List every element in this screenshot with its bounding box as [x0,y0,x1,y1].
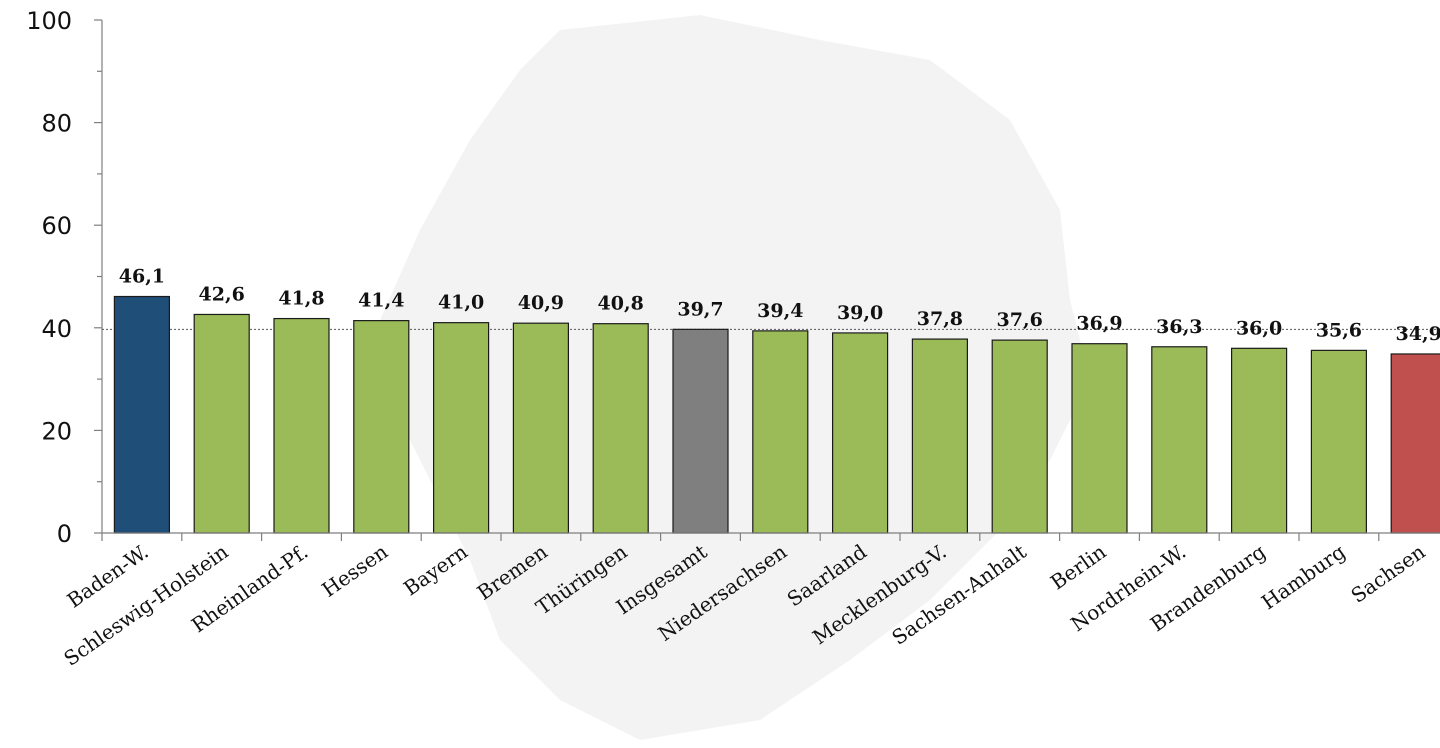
bar [752,330,809,534]
bar [113,295,171,534]
y-axis: 0 20 40 60 80 100 [26,7,103,548]
data-label: 37,6 [997,309,1043,331]
x-tick-label: Bayern [399,539,472,600]
y-tick-label: 20 [41,417,72,445]
bar [1310,349,1368,534]
data-label: 39,0 [837,302,883,324]
bar [592,323,649,534]
y-tick-label: 100 [26,7,72,35]
y-tick-label: 0 [57,520,72,548]
data-label: 39,4 [757,300,803,322]
data-label: 36,9 [1076,313,1122,335]
y-tick-label: 80 [41,110,72,138]
bar [353,320,410,534]
map-watermark-shape [380,15,1090,740]
bar [1071,343,1128,534]
bar [991,339,1048,534]
bar [433,322,490,534]
y-tick-label: 40 [41,315,72,343]
data-label: 37,8 [917,308,963,330]
map-watermark [380,15,1090,740]
data-label: 36,0 [1236,317,1282,339]
bar [911,338,969,534]
data-label: 35,6 [1316,319,1362,341]
bar [1151,346,1208,534]
data-label: 46,1 [119,266,165,288]
data-label: 39,7 [677,298,723,320]
data-label: 42,6 [199,283,245,305]
y-tick-label: 60 [41,212,72,240]
bar [672,328,729,534]
bar [1230,347,1288,534]
data-label: 40,9 [518,292,564,314]
data-label: 36,3 [1156,316,1202,338]
bar [512,322,570,534]
bar [193,313,250,534]
bar [1390,353,1440,534]
bar [273,317,330,534]
bars-group [113,295,1440,534]
data-label: 40,8 [598,293,644,315]
x-tick-label: Sachsen [1346,539,1429,607]
bar [831,332,889,534]
data-label: 41,0 [438,292,484,314]
data-labels-group: 46,1 42,6 41,8 41,4 41,0 40,9 40,8 39,7 39,4 39,0… [119,266,1440,345]
data-label: 41,8 [278,288,324,310]
data-label: 34,9 [1396,323,1440,345]
x-tick-label: Hamburg [1257,539,1350,614]
data-label: 41,4 [358,290,404,312]
x-tick-label: Hessen [317,539,392,601]
x-tick-label: Berlin [1046,539,1110,594]
